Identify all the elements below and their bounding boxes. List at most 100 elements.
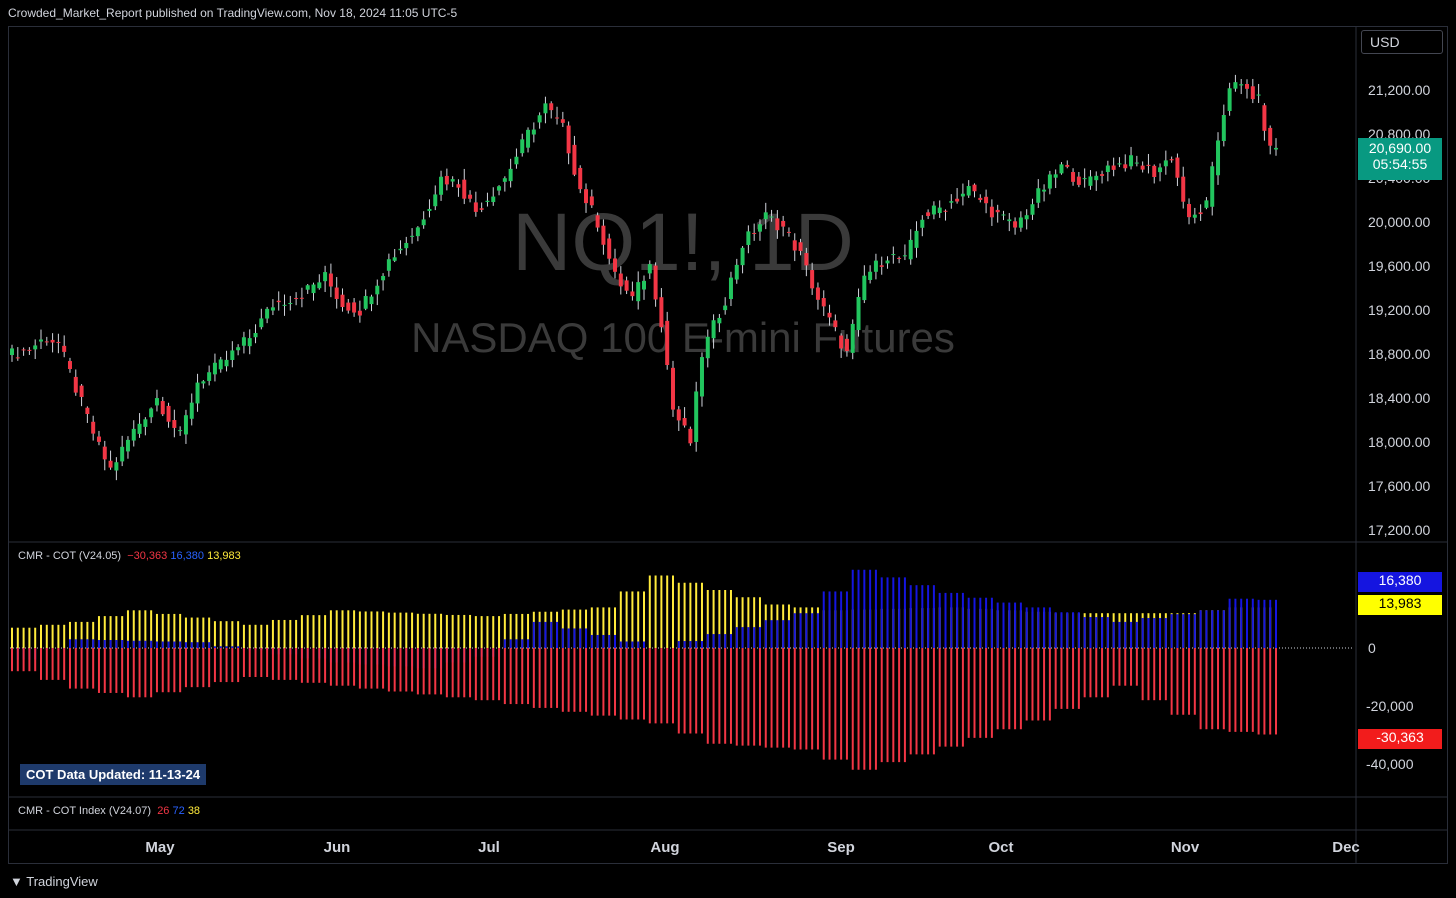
candle-body: [334, 287, 339, 299]
candle-body: [456, 184, 461, 188]
candle-body: [624, 280, 629, 291]
candle-body: [381, 275, 386, 281]
candle-body: [328, 273, 333, 287]
candle-body: [207, 372, 212, 381]
candle-body: [926, 212, 931, 216]
candle-body: [1105, 165, 1110, 173]
candle-body: [178, 430, 183, 432]
candle-body: [1163, 160, 1168, 167]
candle-body: [775, 218, 780, 231]
candle-body: [1152, 165, 1157, 178]
candle-body: [201, 381, 206, 384]
candle-body: [427, 208, 432, 211]
last-price-value: 20,690.00: [1368, 140, 1432, 156]
candle-body: [154, 398, 159, 406]
candle-body: [1187, 204, 1192, 218]
publisher-text: Crowded_Market_Report published on Tradi…: [8, 6, 458, 20]
currency-selector[interactable]: USD: [1361, 30, 1443, 54]
candle-body: [195, 382, 200, 404]
candle-body: [1088, 176, 1093, 186]
candle-body: [589, 196, 594, 206]
candle-body: [91, 421, 96, 434]
candle-body: [1018, 217, 1023, 228]
candle-body: [485, 200, 490, 202]
candle-body: [752, 232, 757, 234]
candle-body: [931, 205, 936, 215]
candle-body: [740, 247, 745, 266]
candle-body: [398, 248, 403, 251]
candle-body: [1146, 164, 1151, 166]
candle-body: [317, 282, 322, 289]
time-tick-label: Jul: [478, 839, 500, 856]
candle-body: [549, 103, 554, 111]
candle-body: [728, 277, 733, 300]
candle-body: [241, 337, 246, 346]
candle-body: [479, 208, 484, 210]
candle-body: [1245, 84, 1250, 89]
candle-body: [914, 230, 919, 248]
cot-index-blue: 72: [172, 805, 185, 817]
candle-body: [613, 258, 618, 272]
candle-body: [804, 253, 809, 266]
candle-body: [444, 175, 449, 185]
candle-body: [265, 308, 270, 319]
candle-body: [1204, 200, 1209, 208]
candle-body: [62, 345, 67, 352]
cot-tick-label: -40,000: [1366, 756, 1414, 772]
candle-body: [653, 265, 658, 300]
candle-body: [520, 139, 525, 154]
candle-body: [902, 255, 907, 257]
cot-tick-label: 0: [1368, 640, 1376, 656]
candle-body: [1256, 94, 1261, 96]
candle-body: [1268, 127, 1273, 146]
candle-body: [636, 282, 641, 302]
candle-body: [943, 210, 948, 212]
cot-legend-blue: 16,380: [170, 550, 205, 562]
cot-legend[interactable]: CMR - COT (V24.05) −30,363 16,380 13,983: [18, 550, 241, 562]
candle-body: [618, 273, 623, 287]
candle-body: [989, 206, 994, 218]
candle-body: [537, 115, 542, 123]
cot-index-red: 26: [157, 805, 170, 817]
candle-body: [815, 287, 820, 300]
candle-body: [891, 254, 896, 256]
candle-body: [642, 280, 646, 290]
tradingview-logo[interactable]: ▼ TradingView: [10, 874, 98, 889]
candle-body: [978, 197, 983, 200]
candle-body: [1123, 164, 1128, 169]
candle-body: [1169, 159, 1174, 161]
last-price-tag: 20,690.00 05:54:55: [1358, 138, 1442, 180]
candle-body: [1036, 188, 1041, 203]
cot-index-legend[interactable]: CMR - COT Index (V24.07) 26 72 38: [18, 805, 200, 817]
candle-body: [676, 409, 681, 421]
candle-body: [149, 408, 154, 418]
candle-body: [688, 428, 693, 444]
candle-body: [1129, 155, 1134, 167]
candle-body: [1239, 84, 1244, 86]
candle-body: [1047, 174, 1052, 189]
candle-body: [1053, 174, 1058, 178]
candle-body: [920, 219, 925, 228]
candle-body: [15, 357, 20, 359]
price-tick-label: 18,000.00: [1368, 434, 1430, 450]
candle-body: [833, 320, 838, 328]
cot-yellow-tag: 13,983: [1358, 595, 1442, 615]
candle-body: [462, 179, 467, 199]
candle-body: [949, 201, 954, 203]
candle-body: [473, 202, 478, 212]
publish-header: Crowded_Market_Report published on Tradi…: [0, 0, 1456, 26]
candle-body: [421, 219, 426, 226]
candle-body: [497, 186, 502, 191]
candle-body: [1250, 86, 1255, 100]
candle-body: [224, 359, 229, 367]
candle-body: [734, 264, 739, 280]
candle-body: [183, 415, 188, 435]
candle-body: [160, 401, 165, 415]
candle-body: [966, 186, 971, 196]
candle-body: [125, 439, 130, 452]
cot-index-label: CMR - COT Index (V24.07): [18, 805, 152, 817]
candle-body: [247, 338, 252, 347]
candle-body: [1076, 176, 1081, 185]
candle-body: [67, 361, 72, 370]
